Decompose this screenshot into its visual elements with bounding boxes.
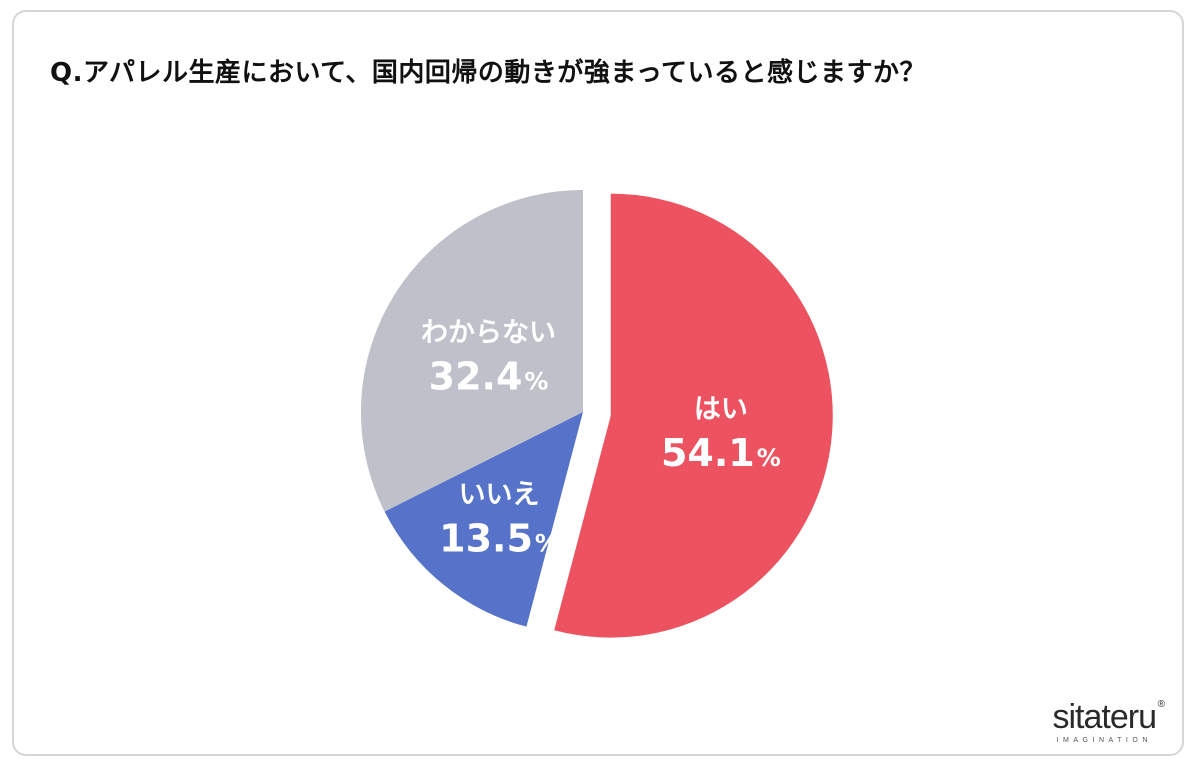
pie-slice-1 <box>384 412 583 627</box>
logo-wordmark: sitateru ® <box>1052 698 1166 736</box>
logo-tagline: IMAGINATION <box>1056 737 1152 744</box>
slice-value-1: 13.5% <box>439 516 559 560</box>
sitateru-logo: sitateru ® IMAGINATION <box>1052 698 1166 745</box>
slice-value-0: 54.1% <box>661 431 781 475</box>
slice-value-2: 32.4% <box>429 355 549 399</box>
registered-mark: ® <box>1157 699 1165 710</box>
slice-label-0: はい <box>694 394 748 425</box>
slice-label-2: わからない <box>421 318 556 349</box>
pie-slice-0 <box>554 193 833 638</box>
slice-label-1: いいえ <box>459 479 540 510</box>
chart-title: Q.アパレル生産において、国内回帰の動きが強まっていると感じますか？ <box>50 58 927 88</box>
logo-name: sitateru <box>1052 698 1157 736</box>
pie-slice-2 <box>361 190 583 512</box>
